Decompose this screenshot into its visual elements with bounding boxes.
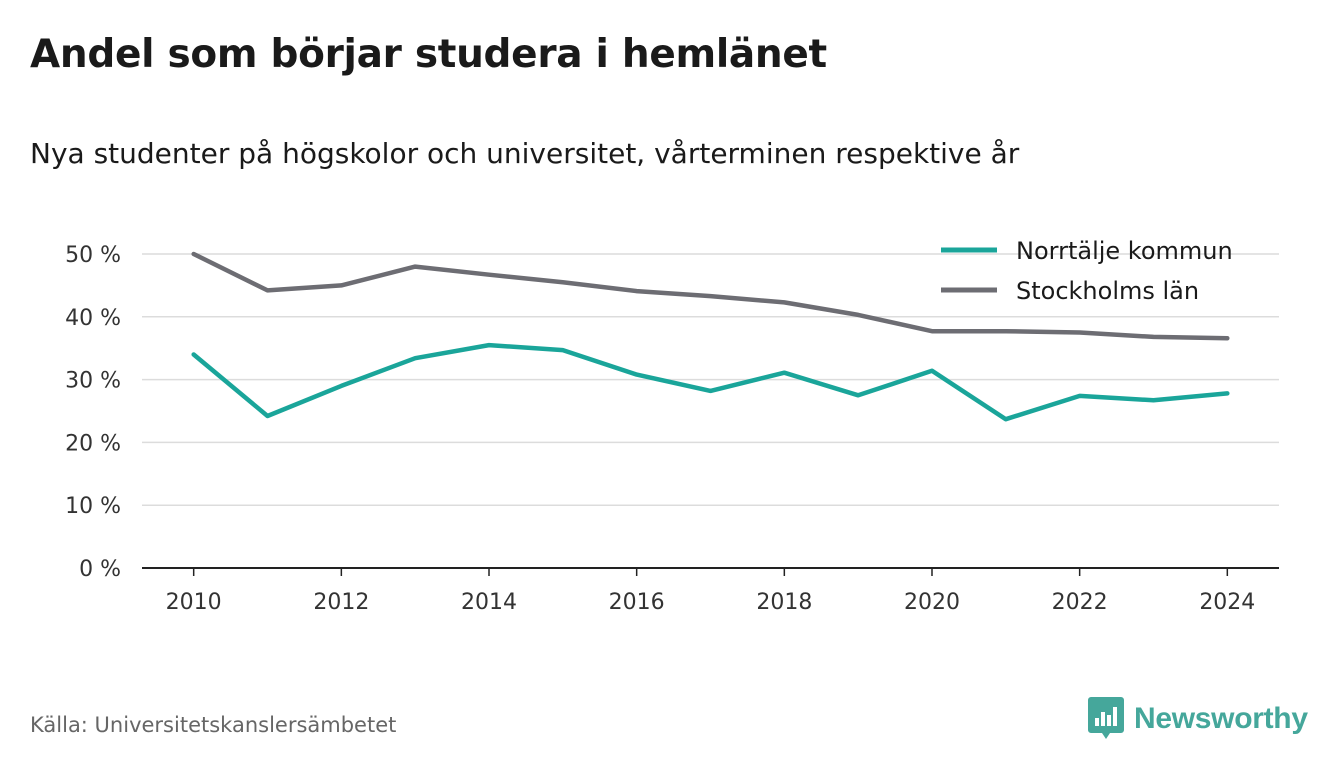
x-tick-label: 2018 (756, 590, 812, 615)
x-tick-label: 2014 (461, 590, 517, 615)
x-tick-label: 2020 (904, 590, 960, 615)
legend: Norrtälje kommun Stockholms län (941, 237, 1233, 305)
x-axis-ticks: 2010 2012 2014 2016 2018 2020 2022 2024 (166, 568, 1255, 615)
chart-title: Andel som börjar studera i hemlänet (30, 32, 827, 77)
series-lines (191, 251, 1230, 422)
legend-label: Norrtälje kommun (1016, 237, 1233, 265)
y-axis-ticks: 0 % 10 % 20 % 30 % 40 % 50 % (65, 243, 121, 582)
line-chart: 0 % 10 % 20 % 30 % 40 % 50 % 2010 2012 2014 2016… (65, 237, 1279, 615)
legend-label: Stockholms län (1016, 277, 1199, 305)
chart-subtitle: Nya studenter på högskolor och universit… (30, 137, 1020, 170)
brand-name: Newsworthy (1134, 702, 1308, 735)
source-note: Källa: Universitetskanslersämbetet (30, 713, 397, 737)
x-tick-label: 2010 (166, 590, 222, 615)
series-line-2 (191, 251, 1230, 341)
x-tick-label: 2024 (1199, 590, 1255, 615)
y-tick-label: 40 % (65, 306, 121, 331)
y-tick-label: 50 % (65, 243, 121, 268)
x-tick-label: 2012 (313, 590, 369, 615)
y-tick-label: 0 % (79, 557, 121, 582)
series-line-1 (191, 342, 1230, 422)
brand-logo: Newsworthy (1088, 697, 1308, 741)
x-tick-label: 2016 (609, 590, 665, 615)
y-tick-label: 10 % (65, 494, 121, 519)
gridlines (142, 253, 1279, 506)
y-tick-label: 30 % (65, 369, 121, 394)
newsworthy-logo-icon (1088, 697, 1124, 739)
y-tick-label: 20 % (65, 431, 121, 456)
x-tick-label: 2022 (1052, 590, 1108, 615)
